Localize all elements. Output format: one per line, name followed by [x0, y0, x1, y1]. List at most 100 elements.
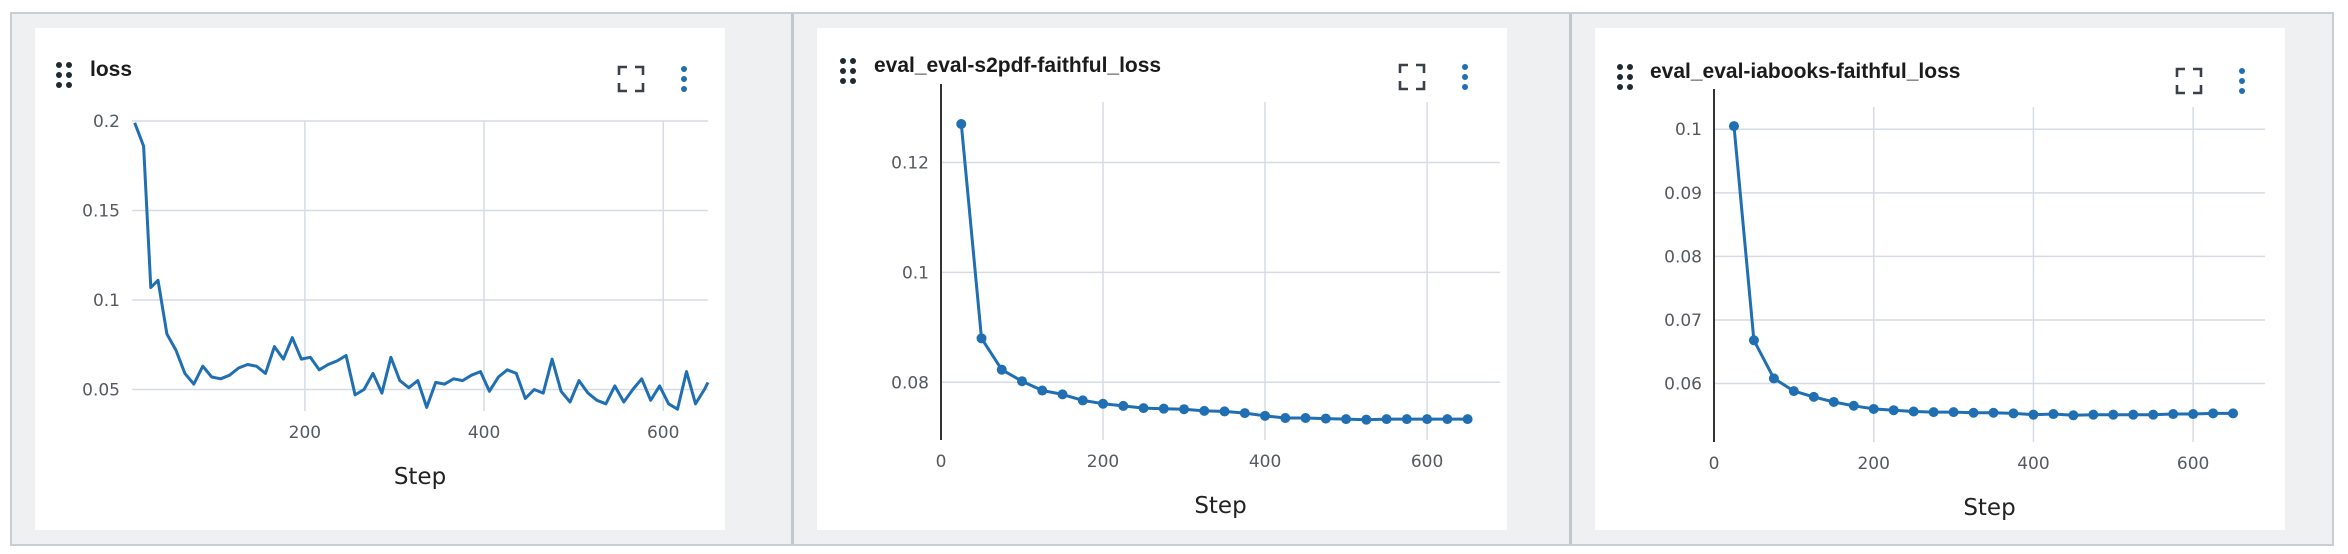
data-point	[1280, 413, 1291, 424]
data-point	[1928, 407, 1939, 418]
drag-handle-icon[interactable]	[56, 62, 72, 88]
data-point	[1808, 391, 1819, 402]
data-point	[1179, 404, 1190, 415]
data-point	[1098, 398, 1109, 409]
data-point	[1442, 414, 1453, 425]
data-point	[2068, 410, 2079, 421]
data-point	[1118, 400, 1129, 411]
data-point	[976, 333, 987, 344]
data-point	[1219, 406, 1230, 417]
line-chart: 0 200 400 600 0.06 0.07 0.08 0.09 0.1 Step	[1664, 89, 2265, 521]
data-point	[1300, 413, 1311, 424]
data-point	[1768, 373, 1779, 384]
data-point	[2008, 408, 2019, 419]
x-tick-label: 600	[647, 423, 679, 443]
x-tick-label: 400	[468, 423, 500, 443]
data-point	[1948, 407, 1959, 418]
data-point	[1848, 400, 1859, 411]
panel-title: loss	[90, 58, 133, 81]
x-axis-title: Step	[394, 464, 446, 490]
y-tick-label: 0.15	[82, 202, 120, 222]
y-tick-label: 0.07	[1664, 311, 1702, 331]
data-point	[2148, 409, 2159, 420]
data-point	[1381, 414, 1392, 425]
data-point	[996, 364, 1007, 375]
x-tick-label: 200	[1087, 452, 1119, 472]
column-divider	[1569, 14, 1572, 544]
data-point	[2208, 408, 2219, 419]
data-point	[2188, 409, 2199, 420]
data-point	[1199, 405, 1210, 416]
data-point	[1017, 376, 1028, 387]
data-point	[1361, 414, 1372, 425]
x-tick-label: 600	[1411, 452, 1443, 472]
y-tick-label: 0.08	[891, 373, 929, 393]
x-tick-label: 200	[1857, 454, 1889, 474]
data-point	[2028, 409, 2039, 420]
data-point	[1988, 407, 1999, 418]
data-point	[2228, 408, 2239, 419]
y-tick-label: 0.05	[82, 381, 120, 401]
data-point	[1908, 406, 1919, 417]
y-tick-label: 0.2	[93, 112, 120, 132]
data-point	[1888, 405, 1899, 416]
data-point	[1728, 121, 1739, 132]
x-axis-title: Step	[1194, 493, 1246, 519]
line-chart: 200 400 600 0.05 0.1 0.15 0.2 Step	[82, 112, 710, 490]
x-tick-label: 0	[1709, 454, 1720, 474]
data-point	[1239, 408, 1250, 419]
y-tick-label: 0.1	[1675, 120, 1702, 140]
data-point	[2048, 409, 2059, 420]
line-chart: 0 200 400 600 0.08 0.1 0.12 Step	[891, 84, 1500, 519]
x-tick-label: 0	[936, 452, 947, 472]
panel-title: eval_eval-s2pdf-faithful_loss	[874, 54, 1162, 77]
data-point	[1748, 335, 1759, 346]
data-point	[1260, 410, 1271, 421]
x-tick-label: 400	[2017, 454, 2049, 474]
data-point	[1788, 386, 1799, 397]
data-point	[2168, 409, 2179, 420]
data-point	[2108, 409, 2119, 420]
x-tick-label: 400	[1249, 452, 1281, 472]
chart-panel-s2pdf: eval_eval-s2pdf-faithful_loss 0 200 400 600…	[817, 28, 1507, 530]
data-point	[1828, 396, 1839, 407]
x-axis-title: Step	[1963, 495, 2015, 521]
more-vertical-icon[interactable]	[1450, 62, 1480, 92]
y-tick-label: 0.1	[93, 291, 120, 311]
y-tick-label: 0.08	[1664, 247, 1702, 267]
data-point	[1057, 389, 1068, 400]
column-divider	[791, 14, 794, 544]
series-line	[1732, 125, 2234, 417]
data-point	[1138, 403, 1149, 414]
chart-panel-iabooks: eval_eval-iabooks-faithful_loss 0 200 400 6…	[1595, 28, 2285, 530]
x-tick-label: 200	[289, 423, 321, 443]
data-point	[1462, 414, 1473, 425]
dashboard-frame: loss 200 400 600 0.05 0.1 0.15 0.2 Step eval_ev…	[10, 12, 2334, 546]
chart-panel-loss: loss 200 400 600 0.05 0.1 0.15 0.2 Step	[35, 28, 725, 530]
y-tick-label: 0.09	[1664, 184, 1702, 204]
data-point	[1077, 395, 1088, 406]
y-tick-label: 0.1	[902, 263, 929, 283]
data-point	[1968, 407, 1979, 418]
data-point	[1341, 414, 1352, 425]
series-line	[133, 122, 710, 411]
drag-handle-icon[interactable]	[840, 58, 856, 84]
x-tick-label: 600	[2177, 454, 2209, 474]
y-tick-label: 0.06	[1664, 375, 1702, 395]
data-point	[1320, 413, 1331, 424]
data-point	[1037, 385, 1048, 396]
expand-icon[interactable]	[2174, 66, 2204, 96]
data-point	[1422, 414, 1433, 425]
data-point	[1868, 403, 1879, 414]
data-point	[1158, 403, 1169, 414]
data-point	[2128, 409, 2139, 420]
data-point	[1401, 414, 1412, 425]
more-vertical-icon[interactable]	[2227, 66, 2257, 96]
y-tick-label: 0.12	[891, 153, 929, 173]
more-vertical-icon[interactable]	[669, 64, 699, 94]
expand-icon[interactable]	[616, 64, 646, 94]
drag-handle-icon[interactable]	[1617, 64, 1633, 90]
data-point	[956, 118, 967, 129]
data-point	[2088, 409, 2099, 420]
expand-icon[interactable]	[1397, 62, 1427, 92]
